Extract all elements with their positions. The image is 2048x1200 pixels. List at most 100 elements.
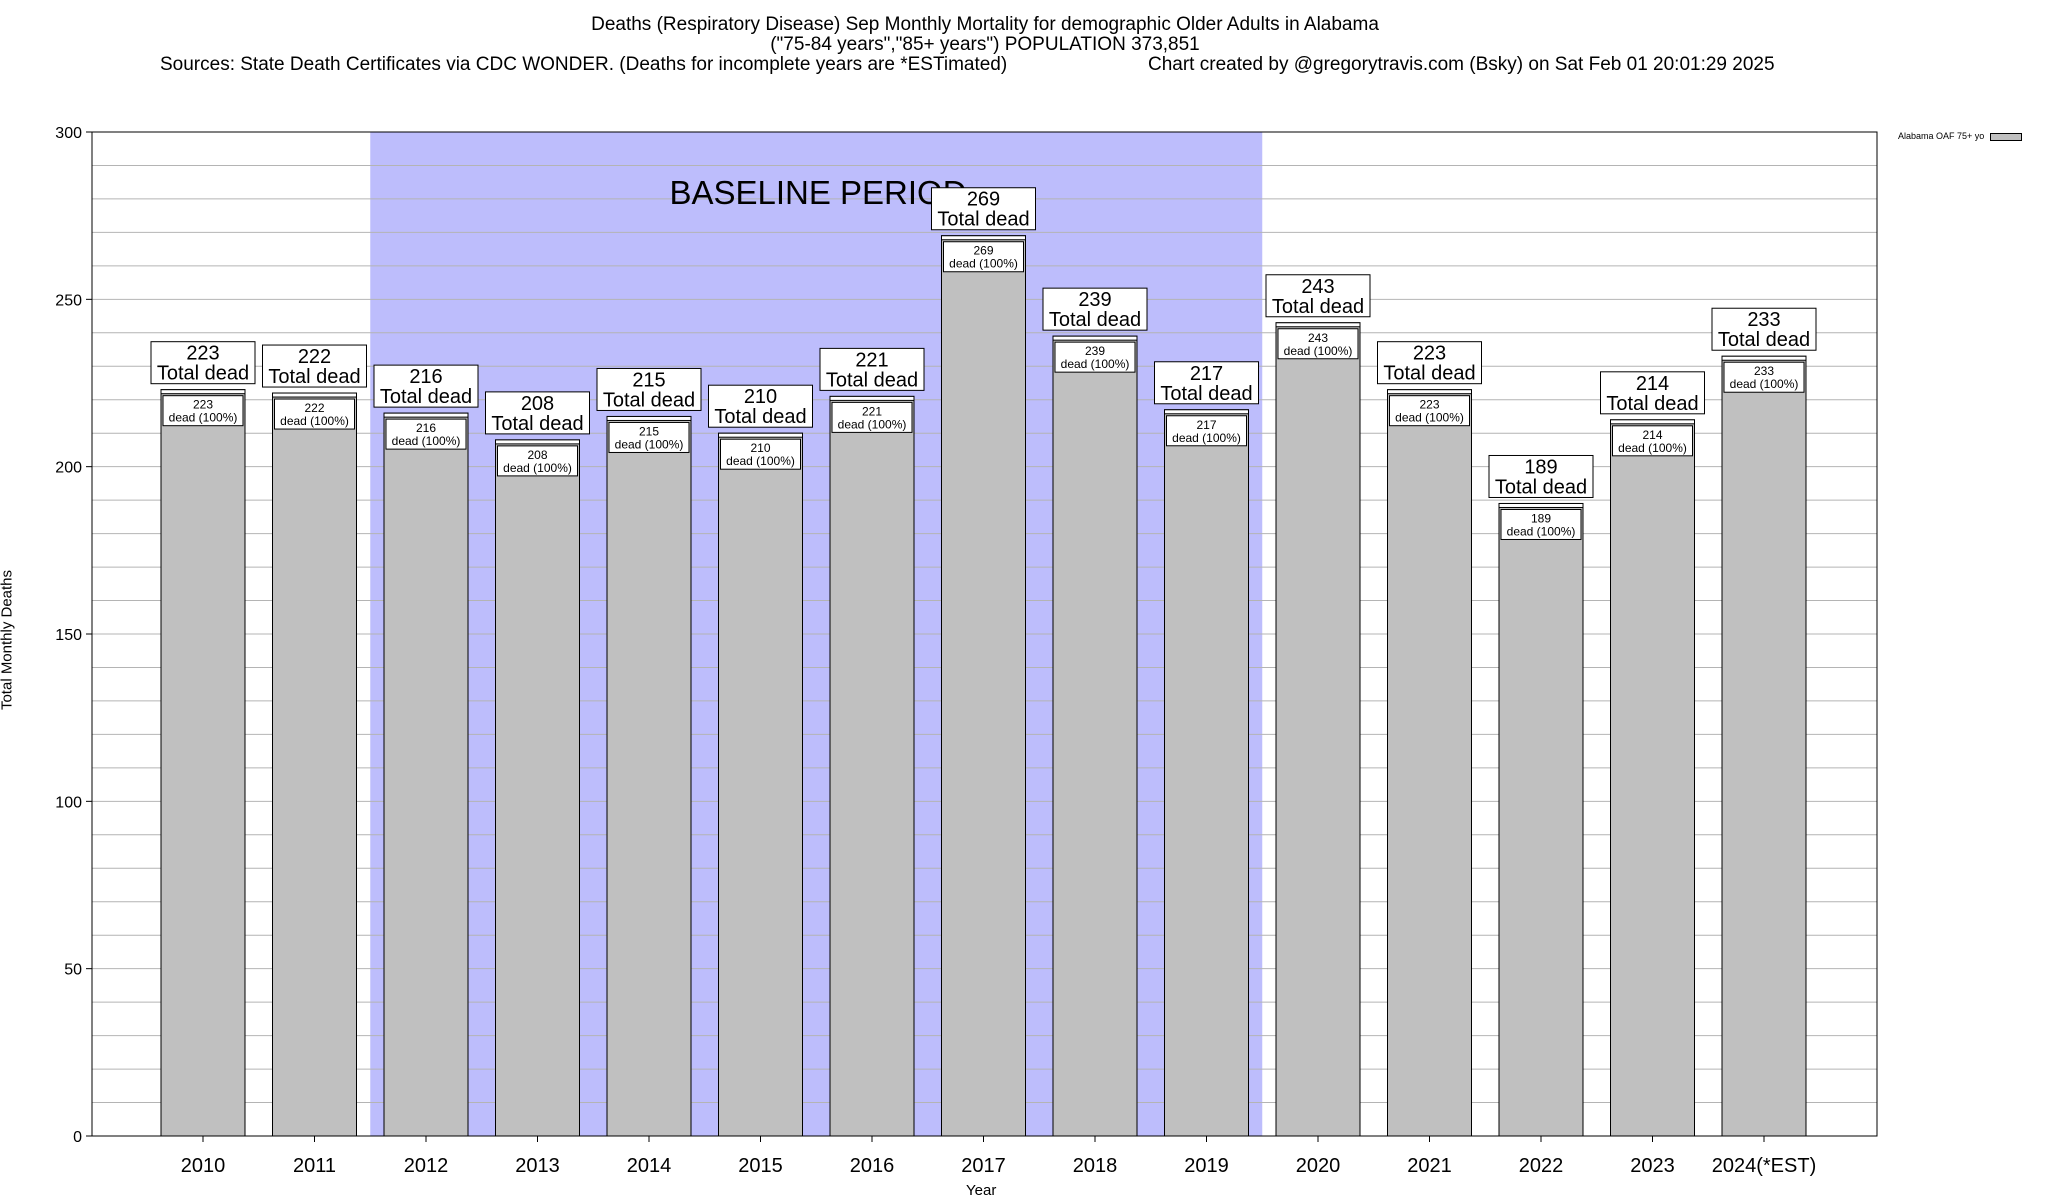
- bar-cap: [1721, 355, 1807, 361]
- total-label-box: [373, 364, 479, 408]
- inner-suffix-label: dead (100%): [838, 417, 907, 431]
- inner-value-label: 221: [862, 404, 882, 418]
- bar-cap: [160, 389, 246, 395]
- y-tick-label: 250: [55, 292, 82, 309]
- x-tick-label: 2010: [181, 1155, 226, 1177]
- inner-value-label: 210: [750, 441, 770, 455]
- total-value-label: 223: [1413, 343, 1446, 365]
- inner-suffix-label: dead (100%): [726, 454, 795, 468]
- inner-suffix-label: dead (100%): [1061, 357, 1130, 371]
- inner-label-box: [1166, 415, 1247, 447]
- total-suffix-label: Total dead: [268, 366, 360, 388]
- total-value-label: 217: [1190, 363, 1223, 385]
- inner-value-label: 216: [416, 421, 436, 435]
- inner-label-box: [497, 445, 578, 477]
- inner-label-box: [943, 241, 1024, 273]
- x-tick-label: 2022: [1519, 1155, 1564, 1177]
- x-axis-label: Year: [966, 1182, 997, 1199]
- total-value-label: 189: [1524, 456, 1557, 478]
- total-suffix-label: Total dead: [1495, 476, 1587, 498]
- total-label-box: [1042, 287, 1148, 331]
- total-value-label: 216: [409, 366, 442, 388]
- inner-value-label: 269: [973, 244, 993, 258]
- total-suffix-label: Total dead: [603, 389, 695, 411]
- total-label-box: [1377, 341, 1482, 385]
- inner-suffix-label: dead (100%): [1284, 344, 1353, 358]
- inner-suffix-label: dead (100%): [503, 461, 572, 475]
- bar: [606, 415, 692, 1137]
- total-suffix-label: Total dead: [1383, 363, 1475, 385]
- total-label-box: [262, 344, 367, 388]
- inner-suffix-label: dead (100%): [1507, 524, 1576, 538]
- total-value-label: 233: [1747, 309, 1780, 331]
- bar-cap: [718, 432, 803, 438]
- bar-cap: [1275, 322, 1361, 328]
- total-label-box: [1154, 361, 1259, 405]
- x-tick-label: 2011: [293, 1155, 336, 1177]
- inner-label-box: [1612, 425, 1693, 457]
- baseline-label: BASELINE PERIOD: [669, 174, 966, 211]
- bar-cap: [941, 235, 1026, 241]
- total-suffix-label: Total dead: [1160, 383, 1252, 405]
- inner-value-label: 223: [193, 398, 213, 412]
- y-tick-label: 300: [55, 125, 82, 142]
- total-label-box: [708, 384, 813, 428]
- inner-value-label: 208: [527, 448, 547, 462]
- chart-sources: Sources: State Death Certificates via CD…: [160, 54, 1008, 75]
- y-tick-label: 200: [55, 460, 82, 477]
- total-label-box: [819, 347, 925, 391]
- chart-credit: Chart created by @gregorytravis.com (Bsk…: [1148, 54, 1775, 75]
- total-value-label: 208: [521, 393, 554, 415]
- x-tick-label: 2023: [1630, 1155, 1675, 1177]
- legend-label: Alabama OAF 75+ yo: [1898, 131, 1985, 141]
- x-tick-label: 2014: [627, 1155, 672, 1177]
- inner-label-box: [385, 418, 467, 450]
- bar-cap: [383, 412, 469, 418]
- inner-value-label: 239: [1085, 344, 1105, 358]
- bar: [829, 395, 915, 1137]
- total-suffix-label: Total dead: [937, 209, 1029, 231]
- total-value-label: 243: [1301, 276, 1334, 298]
- total-label-box: [1265, 274, 1371, 318]
- total-value-label: 239: [1078, 289, 1111, 311]
- inner-value-label: 223: [1419, 398, 1439, 412]
- inner-label-box: [608, 421, 690, 453]
- inner-label-box: [162, 395, 244, 427]
- inner-label-box: [1054, 341, 1136, 373]
- total-suffix-label: Total dead: [1606, 393, 1698, 415]
- x-tick-label: 2020: [1296, 1155, 1341, 1177]
- bar: [941, 235, 1026, 1137]
- x-tick-label: 2017: [961, 1155, 1006, 1177]
- total-value-label: 223: [186, 343, 219, 365]
- total-suffix-label: Total dead: [1718, 329, 1810, 351]
- inner-label-box: [1500, 508, 1582, 540]
- total-value-label: 221: [855, 349, 888, 371]
- bar: [1052, 335, 1138, 1137]
- inner-value-label: 222: [304, 401, 324, 415]
- inner-suffix-label: dead (100%): [280, 414, 349, 428]
- total-value-label: 215: [632, 369, 665, 391]
- bar-cap: [829, 395, 915, 401]
- bar: [1387, 389, 1472, 1137]
- bar: [1498, 502, 1584, 1137]
- bar-cap: [1387, 389, 1472, 395]
- total-label-box: [1600, 371, 1705, 415]
- bar: [383, 412, 469, 1137]
- total-suffix-label: Total dead: [714, 406, 806, 428]
- inner-label-box: [831, 401, 913, 433]
- total-suffix-label: Total dead: [157, 363, 249, 385]
- total-suffix-label: Total dead: [380, 386, 472, 408]
- bar: [495, 439, 580, 1137]
- chart-subtitle: ("75-84 years","85+ years") POPULATION 3…: [770, 34, 1200, 55]
- y-tick-label: 0: [73, 1129, 82, 1146]
- inner-suffix-label: dead (100%): [392, 434, 461, 448]
- total-suffix-label: Total dead: [826, 369, 918, 391]
- inner-suffix-label: dead (100%): [1618, 441, 1687, 455]
